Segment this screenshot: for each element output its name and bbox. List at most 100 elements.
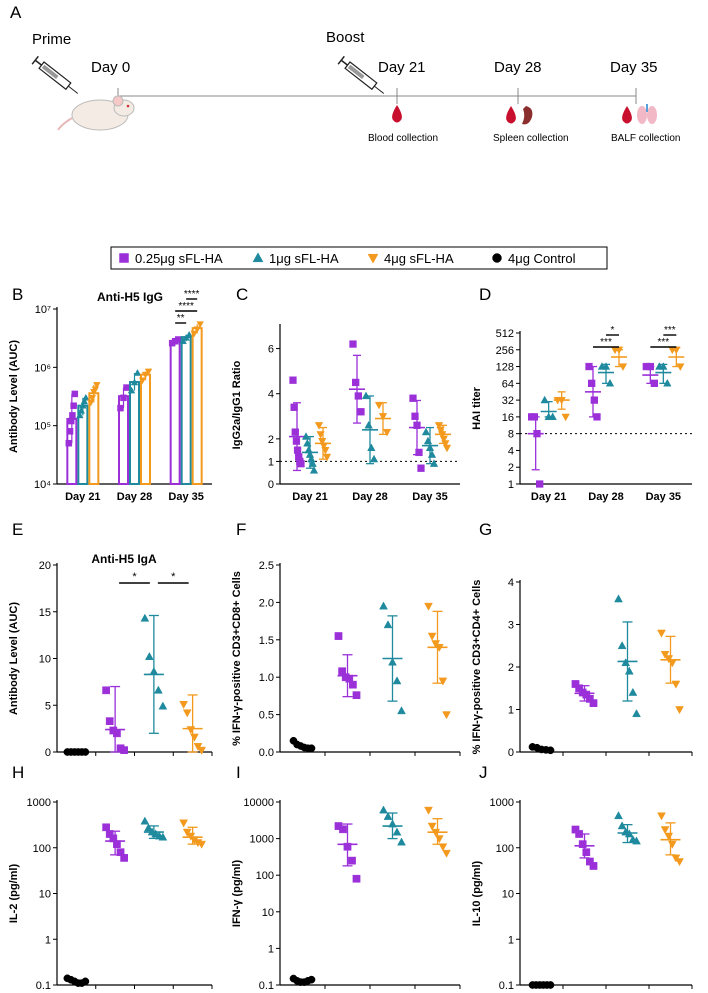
data-point <box>307 975 316 984</box>
data-point <box>650 379 658 387</box>
data-point <box>438 431 447 439</box>
y-tick-label: 1 <box>508 479 514 491</box>
y-axis-label: IL-2 (pg/ml) <box>8 864 20 924</box>
data-point <box>382 428 392 437</box>
y-tick-label: 128 <box>496 362 514 374</box>
data-point <box>158 701 168 710</box>
chart-panel-e: 0 5 10 15 20 Antibody Level (AUC) E Anti-H5 IgA… <box>8 520 213 759</box>
data-point <box>304 445 313 454</box>
panel-label-a: A <box>10 3 22 22</box>
x-tick-label: Day 28 <box>352 491 387 503</box>
legend-marker-shape <box>252 252 264 263</box>
event-spleen-collection: Spleen collection <box>493 133 569 144</box>
data-point <box>69 412 76 419</box>
data-point <box>70 402 77 409</box>
data-point <box>289 376 297 384</box>
data-point <box>179 819 189 828</box>
legend-item-2: 4μg sFL-HA <box>367 251 454 266</box>
data-point <box>193 326 201 334</box>
data-point <box>397 706 406 715</box>
bar <box>180 336 192 486</box>
bar <box>129 381 140 486</box>
data-point <box>434 422 444 430</box>
y-tick-label: 4 <box>508 445 514 457</box>
data-point <box>676 363 685 371</box>
y-tick-label: 0 <box>508 747 514 759</box>
data-point <box>628 687 638 696</box>
significance-label: ** <box>177 313 185 324</box>
data-point <box>442 849 451 858</box>
y-tick-label: 4 <box>508 577 514 589</box>
data-point <box>190 330 198 338</box>
significance-label: *** <box>664 325 676 336</box>
data-point <box>614 594 623 603</box>
data-point <box>379 601 388 610</box>
syringe-icon <box>337 55 385 94</box>
chart-panel-c: 0 1 2 4 6 IgG2a/IgG1 Ratio C Day 21 Day 28 Day 35 <box>231 285 460 503</box>
data-point <box>417 464 425 472</box>
data-point <box>664 832 674 841</box>
data-point <box>441 440 450 448</box>
data-point <box>352 874 361 883</box>
data-point <box>442 711 451 720</box>
y-tick-label: 4 <box>268 389 274 401</box>
data-point <box>657 812 666 821</box>
data-point <box>65 439 73 447</box>
data-point <box>82 393 90 401</box>
data-point <box>105 717 114 725</box>
y-tick-label: 512 <box>496 328 514 340</box>
x-tick-label: Day 28 <box>117 491 152 503</box>
data-point <box>179 337 187 345</box>
data-point <box>593 413 601 421</box>
legend-marker-shape <box>119 253 129 263</box>
data-point <box>80 397 89 405</box>
x-tick-label: Day 35 <box>412 491 447 503</box>
data-point <box>361 391 371 400</box>
data-point <box>427 822 437 831</box>
chart-panel-g: 0 1 2 3 4 % IFN-γ-positive CD3+CD4+ Cells G <box>471 520 693 759</box>
data-point <box>334 632 343 640</box>
charts: 10⁴ 10⁵ 10⁶ 10⁷ Antibody Level (AUC) B Anti-H5… <box>8 285 693 992</box>
data-point <box>438 843 448 852</box>
data-point <box>81 977 90 986</box>
y-tick-label: 1 <box>45 934 51 946</box>
data-point <box>197 746 207 755</box>
data-point <box>120 394 127 402</box>
data-point <box>424 806 433 815</box>
data-point <box>383 620 393 629</box>
data-point <box>618 363 628 371</box>
y-tick-label: 1.0 <box>259 672 274 684</box>
panel-label: G <box>479 520 492 539</box>
significance-label: * <box>132 571 137 583</box>
data-point <box>540 395 549 404</box>
data-point <box>379 805 388 814</box>
data-point <box>93 382 101 389</box>
data-point <box>397 837 406 846</box>
data-point <box>182 828 192 837</box>
legend-box <box>110 246 608 270</box>
data-point <box>369 454 379 463</box>
legend-marker-3 <box>492 253 502 263</box>
data-point <box>174 336 182 343</box>
data-point <box>621 658 631 667</box>
chart-panel-b: 10⁴ 10⁵ 10⁶ 10⁷ Antibody Level (AUC) B Anti-H5… <box>8 285 212 503</box>
day-0-label: Day 0 <box>91 59 130 76</box>
chart-panel-d: 1 2 4 8 16 32 64 128 256 512 HAI titer D Day 21 Day 2… <box>471 285 692 503</box>
y-axis-label: IgG2a/IgG1 Ratio <box>231 360 243 449</box>
data-point <box>292 437 301 445</box>
data-point <box>293 446 302 454</box>
blood-drop-icon <box>392 105 402 123</box>
y-tick-label: 8 <box>508 429 514 441</box>
syringe-icon <box>31 55 79 94</box>
data-point <box>133 369 142 376</box>
chart-title: Anti-H5 IgG <box>97 290 163 304</box>
data-point <box>601 362 611 370</box>
chart-panel-j: 0.1 1 10 100 1000 IL-10 (pg/ml) J <box>471 763 693 992</box>
data-point <box>352 691 361 700</box>
y-tick-label: 10 <box>262 907 274 919</box>
data-point <box>530 413 538 421</box>
data-point <box>179 701 189 709</box>
data-point <box>113 840 121 848</box>
data-point <box>81 748 90 756</box>
